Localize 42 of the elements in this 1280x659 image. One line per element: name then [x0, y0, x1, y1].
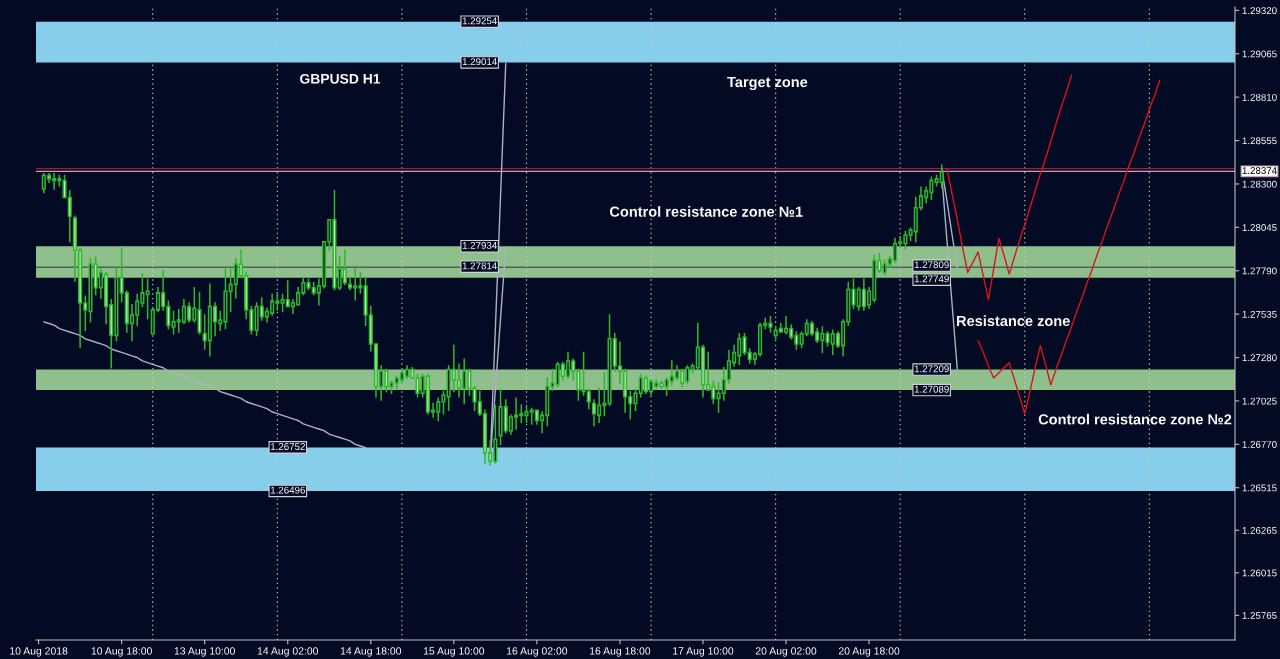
- y-tick-label: 1.28300: [1242, 180, 1277, 188]
- x-tick-label: 16 Aug 02:00: [506, 647, 568, 657]
- y-tick-label: 1.27280: [1242, 354, 1277, 362]
- x-tick-label: 14 Aug 18:00: [340, 647, 402, 657]
- y-tick-label: 1.28810: [1242, 93, 1277, 101]
- x-tick-label: 14 Aug 02:00: [257, 647, 319, 657]
- x-tick-label: 16 Aug 18:00: [590, 647, 651, 657]
- band-label: Control resistance zone №1: [609, 206, 803, 217]
- y-tick-label: 1.26015: [1242, 569, 1277, 577]
- x-tick-label: 10 Aug 2018: [10, 647, 68, 657]
- band-label: Resistance zone: [957, 315, 1070, 327]
- annotation: 1.27749: [914, 275, 949, 283]
- annotation: 1.29014: [462, 58, 497, 66]
- x-tick-label: 20 Aug 02:00: [755, 647, 817, 657]
- annotation: 1.27209: [914, 365, 949, 373]
- x-tick-label: 15 Aug 10:00: [423, 647, 485, 657]
- ref-line-label: 1.28374: [1242, 167, 1277, 174]
- annotation: 1.27934: [462, 241, 497, 249]
- annotation: 1.27089: [914, 385, 949, 393]
- y-tick-label: 1.25765: [1242, 612, 1277, 619]
- x-tick-label: 20 Aug 18:00: [838, 647, 900, 657]
- y-tick-label: 1.26265: [1242, 526, 1277, 534]
- band-label: Control resistance zone №2: [1038, 413, 1232, 425]
- x-tick-label: 17 Aug 10:00: [673, 647, 734, 657]
- y-tick-label: 1.27025: [1242, 397, 1277, 405]
- x-tick-label: 10 Aug 18:00: [91, 647, 152, 657]
- y-tick-label: 1.28555: [1242, 137, 1277, 145]
- y-tick-label: 1.29065: [1242, 50, 1277, 58]
- y-tick-label: 1.26515: [1242, 484, 1277, 492]
- text: GBPUSD H1: [300, 73, 381, 84]
- band-label: Target zone: [727, 76, 808, 91]
- annotation: 1.27809: [914, 261, 949, 269]
- annotation: 1.29254: [462, 17, 497, 25]
- y-tick-label: 1.27790: [1242, 267, 1277, 275]
- y-tick-label: 1.29320: [1242, 7, 1277, 15]
- annotation: 1.26496: [271, 486, 305, 494]
- annotation: 1.26752: [271, 443, 305, 450]
- y-tick-label: 1.28045: [1242, 224, 1277, 231]
- y-tick-label: 1.27535: [1242, 310, 1277, 318]
- x-tick-label: 13 Aug 10:00: [174, 647, 235, 657]
- y-tick-label: 1.26770: [1242, 441, 1277, 448]
- annotation: 1.27814: [462, 262, 497, 270]
